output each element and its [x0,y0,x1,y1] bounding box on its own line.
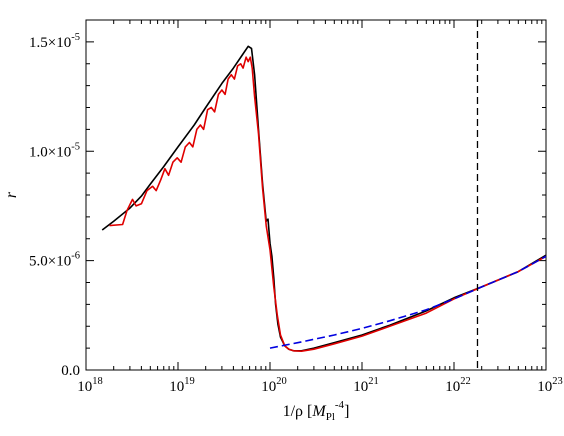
x-tick-label: 1019 [169,376,195,395]
y-tick-label: 0.0 [61,363,80,379]
x-axis-title: 1/ρ [MPl-4] [283,399,350,423]
x-tick-label: 1018 [77,376,103,395]
y-axis-title: r [3,191,20,198]
series-line-1 [101,45,546,352]
x-tick-label: 1020 [261,376,287,395]
series-line-2 [109,56,546,352]
ticks-layer [85,19,547,371]
tick-labels-layer: 1018 1019 1020 1021 1022 1023 0.0 5.0×10-6 1.0×1… [29,32,563,395]
x-tick-label: 1023 [537,376,563,395]
y-tick-label: 1.0×10-5 [29,141,80,160]
y-tick-label: 1.5×10-5 [29,32,80,51]
series-line-3 [269,255,546,349]
y-tick-label: 5.0×10-6 [29,251,80,270]
series-layer [101,20,546,370]
x-tick-label: 1022 [445,376,471,395]
x-tick-label: 1021 [353,376,379,395]
